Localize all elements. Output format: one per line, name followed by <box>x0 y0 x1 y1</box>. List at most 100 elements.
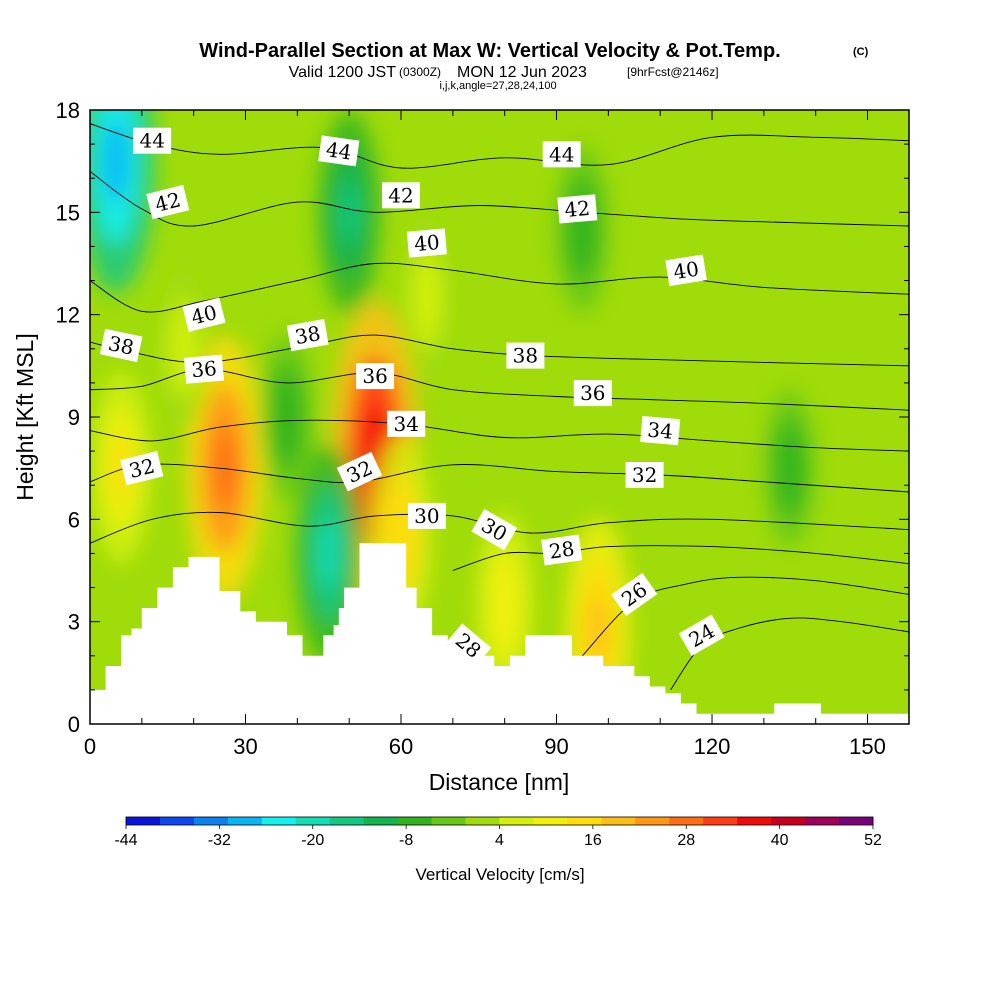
colorbar: -44 -32 -20 -8 4 16 28 40 52 <box>114 816 882 849</box>
y-tick-label: 6 <box>68 507 80 532</box>
theta-contour-32 <box>90 463 909 493</box>
colorbar-swatch <box>431 817 467 825</box>
contour-label-text: 42 <box>564 196 591 222</box>
colorbar-swatch <box>737 817 772 825</box>
contour-label-32: 32 <box>120 450 164 486</box>
terrain-mask <box>90 543 909 724</box>
grid-indices: i,j,k,angle=27,28,24,100 <box>439 80 556 92</box>
contour-label-26: 26 <box>611 572 658 616</box>
contour-label-text: 40 <box>672 256 701 284</box>
contour-label-box <box>382 182 420 209</box>
colorbar-label: -8 <box>399 832 413 849</box>
contour-label-text: 44 <box>549 142 574 166</box>
contour-label-box <box>557 194 598 224</box>
contour-label-box <box>336 451 383 492</box>
contour-label-text: 40 <box>413 230 440 256</box>
colorbar-label: 52 <box>864 832 882 849</box>
contour-label-box <box>573 380 612 407</box>
contour-label-text: 42 <box>153 187 184 216</box>
contour-label-text: 42 <box>388 183 413 207</box>
contour-label-text: 32 <box>632 463 657 487</box>
contour-label-box <box>146 184 190 220</box>
contour-label-box <box>133 127 172 154</box>
contour-label-34: 34 <box>640 415 681 446</box>
contour-label-42: 42 <box>557 194 598 224</box>
theta-contour-30 <box>90 511 909 544</box>
contour-label-40: 40 <box>665 254 707 287</box>
contour-label-38: 38 <box>99 328 143 363</box>
colorbar-swatch <box>397 817 433 825</box>
x-axis: 0 30 60 90 120 150 <box>84 110 886 759</box>
colorbar-label: 28 <box>677 832 695 849</box>
contour-label-text: 28 <box>547 536 576 563</box>
colorbar-swatch <box>567 817 602 825</box>
x-tick-label: 60 <box>389 734 413 759</box>
velocity-cell-core <box>317 518 339 589</box>
x-axis-title: Distance [nm] <box>429 769 570 795</box>
contour-label-box <box>356 363 395 390</box>
contour-label-42: 42 <box>382 182 420 209</box>
x-tick-label: 30 <box>233 734 257 759</box>
velocity-cell-core <box>339 180 359 245</box>
y-tick-label: 12 <box>56 303 80 328</box>
contour-label-text: 38 <box>293 321 322 349</box>
colorbar-swatch <box>839 817 874 825</box>
colorbar-label: 40 <box>771 832 789 849</box>
contour-label-text: 44 <box>325 137 354 164</box>
y-tick-label: 18 <box>56 98 80 123</box>
colorbar-swatch <box>193 817 229 825</box>
colorbar-swatch <box>771 817 806 825</box>
theta-contour-40 <box>90 262 909 313</box>
valid-time: Valid 1200 JST <box>289 64 397 81</box>
contour-label-36: 36 <box>356 363 395 390</box>
velocity-cell-core <box>212 426 238 511</box>
velocity-cell-core <box>781 442 798 494</box>
contour-label-text: 44 <box>139 129 164 153</box>
colorbar-swatch <box>703 817 738 825</box>
y-tick-label: 0 <box>68 712 80 737</box>
colorbar-swatch <box>261 817 297 825</box>
velocity-cell-core <box>278 390 296 444</box>
y-axis: 0 36 9 12 15 18 <box>56 98 909 737</box>
contour-label-40: 40 <box>182 297 226 332</box>
colorbar-swatch <box>635 817 670 825</box>
copyright-mark: (C) <box>853 46 869 58</box>
contour-label-box <box>445 623 492 668</box>
colorbar-swatch <box>465 817 500 825</box>
colorbar-swatch <box>295 817 331 825</box>
velocity-cell-core <box>418 271 436 325</box>
contour-label-box <box>542 141 581 168</box>
x-tick-label: 0 <box>84 734 96 759</box>
contour-label-42: 42 <box>146 184 190 220</box>
contour-label-box <box>665 254 707 287</box>
velocity-cell-core <box>587 593 609 664</box>
contour-label-44: 44 <box>542 141 581 168</box>
chart-title: Wind-Parallel Section at Max W: Vertical… <box>199 40 780 62</box>
contour-label-text: 34 <box>646 418 673 444</box>
colorbar-label: -32 <box>208 832 231 849</box>
theta-contour-44 <box>90 123 909 169</box>
contour-label-text: 30 <box>414 504 439 528</box>
contour-label-box <box>387 410 426 437</box>
velocity-cell-core <box>495 575 514 635</box>
contour-label-38: 38 <box>286 318 329 352</box>
colorbar-label: 16 <box>584 832 602 849</box>
contour-label-text: 38 <box>513 344 538 368</box>
colorbar-swatch <box>363 817 399 825</box>
y-tick-label: 15 <box>56 200 80 225</box>
contour-label-text: 32 <box>127 453 158 482</box>
contour-label-44: 44 <box>318 135 360 167</box>
contour-label-34: 34 <box>387 410 426 437</box>
colorbar-swatch <box>329 817 365 825</box>
y-axis-title: Height [Kft MSL] <box>12 333 38 500</box>
velocity-cell-core <box>103 119 129 204</box>
y-tick-label: 9 <box>68 405 80 430</box>
contour-label-box <box>406 228 447 258</box>
contour-label-text: 36 <box>190 356 217 382</box>
contour-label-40: 40 <box>406 228 447 258</box>
x-tick-label: 120 <box>694 734 731 759</box>
theta-contour-34 <box>90 419 909 452</box>
colorbar-swatch <box>499 817 534 825</box>
